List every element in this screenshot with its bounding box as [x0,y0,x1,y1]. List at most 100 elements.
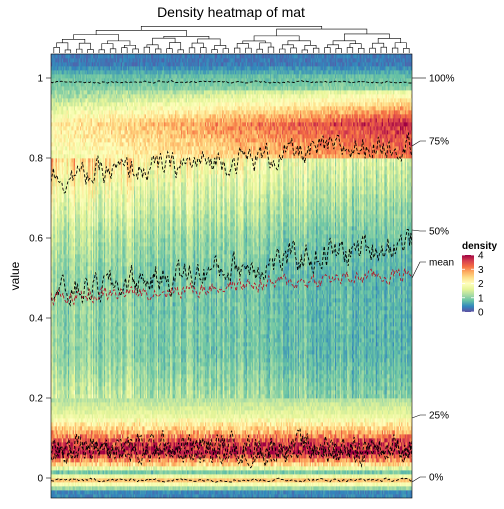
heatmap-cell [59,398,62,403]
heatmap-cell [55,254,58,259]
heatmap-cell [57,70,59,75]
heatmap-cell [63,274,65,279]
heatmap-cell [53,98,56,103]
heatmap-cell [61,234,64,239]
heatmap-cell [67,450,70,455]
heatmap-cell [65,98,68,103]
heatmap-cell [72,70,75,75]
heatmap-cell [59,146,62,151]
heatmap-cell [52,418,54,423]
heatmap-cell [53,122,56,127]
heatmap-column [53,54,56,498]
heatmap-cell [75,386,77,391]
heatmap-cell [58,426,60,431]
heatmap-cell [61,102,64,107]
heatmap-cell [58,242,60,247]
heatmap-cell [73,122,76,127]
heatmap-cell [66,198,69,203]
heatmap-cell [71,98,74,103]
heatmap-cell [69,90,71,95]
heatmap-cell [69,270,71,275]
heatmap-cell [61,206,64,211]
heatmap-cell [51,74,53,79]
heatmap-cell [72,162,75,167]
heatmap-cell [63,282,65,287]
heatmap-cell [64,410,66,415]
heatmap-cell [70,126,72,131]
heatmap-cell [69,410,71,415]
heatmap-cell [67,334,70,339]
heatmap-cell [58,134,60,139]
heatmap-cell [71,90,74,95]
heatmap-cell [69,154,71,159]
heatmap-cell [64,282,66,287]
heatmap-cell [63,366,65,371]
heatmap-cell [60,138,63,143]
heatmap-cell [70,390,72,395]
heatmap-cell [60,474,63,479]
heatmap-cell [57,450,59,455]
heatmap-cell [51,226,53,231]
heatmap-cell [55,106,58,111]
heatmap-cell [60,458,63,463]
heatmap-cell [67,298,70,303]
heatmap-cell [70,130,72,135]
heatmap-cell [64,130,66,135]
heatmap-cell [51,162,53,167]
heatmap-cell [70,302,72,307]
heatmap-cell [71,178,74,183]
heatmap-cell [51,386,53,391]
heatmap-cell [66,378,69,383]
heatmap-cell [54,174,57,179]
heatmap-cell [55,282,58,287]
heatmap-cell [71,358,74,363]
heatmap-cell [73,274,76,279]
heatmap-cell [54,430,57,435]
heatmap-cell [73,290,76,295]
heatmap-cell [73,470,76,475]
heatmap-cell [53,330,56,335]
heatmap-cell [55,478,58,483]
heatmap-cell [64,226,66,231]
heatmap-cell [63,382,65,387]
heatmap-cell [54,246,57,251]
heatmap-cell [71,414,74,419]
heatmap-cell [53,374,56,379]
heatmap-cell [63,406,65,411]
heatmap-cell [55,486,58,491]
heatmap-cell [63,234,65,239]
heatmap-cell [65,310,68,315]
heatmap-cell [55,82,58,87]
heatmap-cell [57,266,59,271]
heatmap-cell [65,206,68,211]
heatmap-cell [73,394,76,399]
heatmap-cell [53,486,56,491]
heatmap-cell [52,406,54,411]
heatmap-cell [72,78,75,83]
heatmap-cell [73,134,76,139]
heatmap-cell [57,58,59,63]
heatmap-cell [55,134,58,139]
heatmap-cell [58,102,60,107]
heatmap-cell [53,74,56,79]
heatmap-cell [53,398,56,403]
heatmap-cell [51,434,53,439]
heatmap-cell [51,138,53,143]
heatmap-cell [59,102,62,107]
heatmap-cell [67,414,70,419]
heatmap-cell [63,242,65,247]
heatmap-cell [53,254,56,259]
heatmap-cell [55,330,58,335]
heatmap-cell [57,262,59,267]
heatmap-cell [55,442,58,447]
heatmap-cell [69,70,71,75]
heatmap-cell [53,226,56,231]
heatmap-cell [61,150,64,155]
heatmap-cell [63,430,65,435]
heatmap-cell [51,218,53,223]
heatmap-cell [60,438,63,443]
heatmap-cell [53,262,56,267]
heatmap-cell [65,266,68,271]
heatmap-cell [60,282,63,287]
heatmap-cell [61,418,64,423]
